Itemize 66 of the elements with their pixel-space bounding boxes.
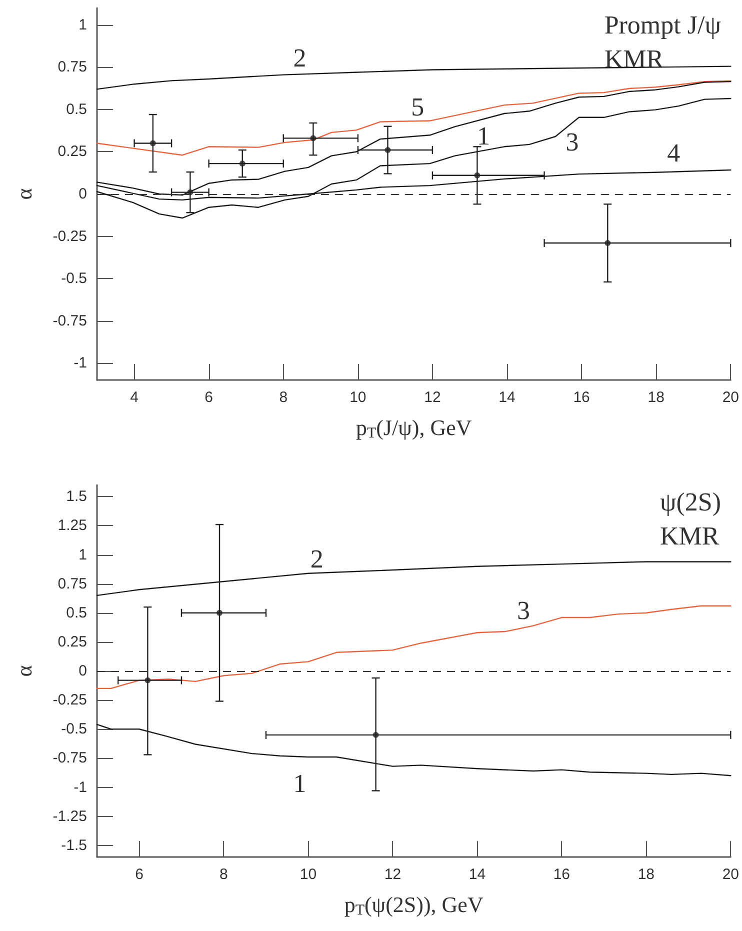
y-tick-label: 0.5	[66, 604, 87, 622]
annotation: KMR	[660, 522, 720, 550]
y-tick-label: 1	[78, 546, 87, 564]
x-tick-label: 12	[384, 866, 402, 883]
y-tick-label: 0	[78, 186, 87, 202]
y-tick-label: -0.75	[52, 312, 87, 330]
point	[604, 240, 611, 246]
y-tick-label: 0.25	[58, 633, 87, 650]
point	[239, 160, 246, 167]
y-tick-label: 0	[78, 662, 87, 680]
series-label: 5	[411, 92, 424, 122]
point	[310, 135, 316, 142]
y-tick-label: -0.25	[52, 692, 87, 709]
y-tick-label: -1.25	[52, 808, 87, 825]
x-tick-label: 18	[638, 866, 655, 883]
point	[474, 172, 480, 178]
annotation: KMR	[604, 44, 664, 74]
point	[372, 732, 379, 738]
x-tick-label: 20	[722, 389, 739, 406]
y-tick-label: -0.5	[61, 270, 87, 288]
y-tick-label: -0.25	[52, 228, 87, 245]
x-tick-label: 14	[468, 866, 486, 883]
y-tick-label: 1.25	[58, 517, 87, 534]
y-tick-label: 1.5	[66, 488, 87, 506]
x-tick-label: 14	[498, 389, 516, 406]
y-tick-label: 0.75	[58, 575, 87, 592]
x-tick-label: 12	[424, 389, 441, 406]
series-label: 1	[293, 769, 306, 798]
x-tick-label: 16	[553, 866, 570, 883]
annotation: ψ(2S)	[660, 488, 722, 516]
y-tick-label: -1	[74, 354, 87, 372]
y-tick-label: -0.5	[61, 720, 87, 738]
y-tick-label: 0.75	[58, 58, 87, 76]
y-tick-label: 0.5	[66, 100, 87, 118]
x-tick-label: 6	[204, 389, 213, 406]
x-tick-label: 8	[220, 866, 228, 883]
y-tick-label: 1	[78, 16, 87, 34]
annotation: Prompt J/ψ	[604, 10, 722, 40]
y-tick-label: 0.25	[58, 143, 87, 160]
point	[187, 189, 194, 196]
series-label: 3	[566, 127, 579, 156]
line-series	[96, 80, 732, 196]
point	[216, 610, 223, 616]
series-label: 2	[293, 44, 306, 73]
x-tick-label: 16	[573, 389, 590, 406]
series-label: 2	[310, 544, 324, 574]
series-label: 3	[516, 596, 530, 626]
point	[144, 677, 151, 684]
series-label: 4	[667, 138, 680, 168]
y-tick-label: -1.5	[61, 836, 87, 854]
y-axis-title: α	[12, 664, 36, 677]
y-tick-label: -0.75	[52, 750, 87, 767]
x-tick-label: 4	[130, 389, 138, 406]
line-series	[96, 66, 732, 90]
point	[150, 140, 156, 146]
x-tick-label: 8	[279, 389, 288, 406]
series-label: 1	[477, 122, 490, 151]
x-tick-label: 6	[135, 866, 144, 883]
x-tick-label: 18	[648, 389, 664, 406]
x-tick-label: 20	[722, 866, 739, 883]
point	[384, 147, 391, 154]
x-tick-label: 10	[350, 389, 366, 406]
line-series	[96, 98, 732, 219]
y-axis-title: α	[12, 188, 36, 200]
y-tick-label: -1	[74, 778, 87, 796]
x-tick-label: 10	[300, 866, 317, 883]
